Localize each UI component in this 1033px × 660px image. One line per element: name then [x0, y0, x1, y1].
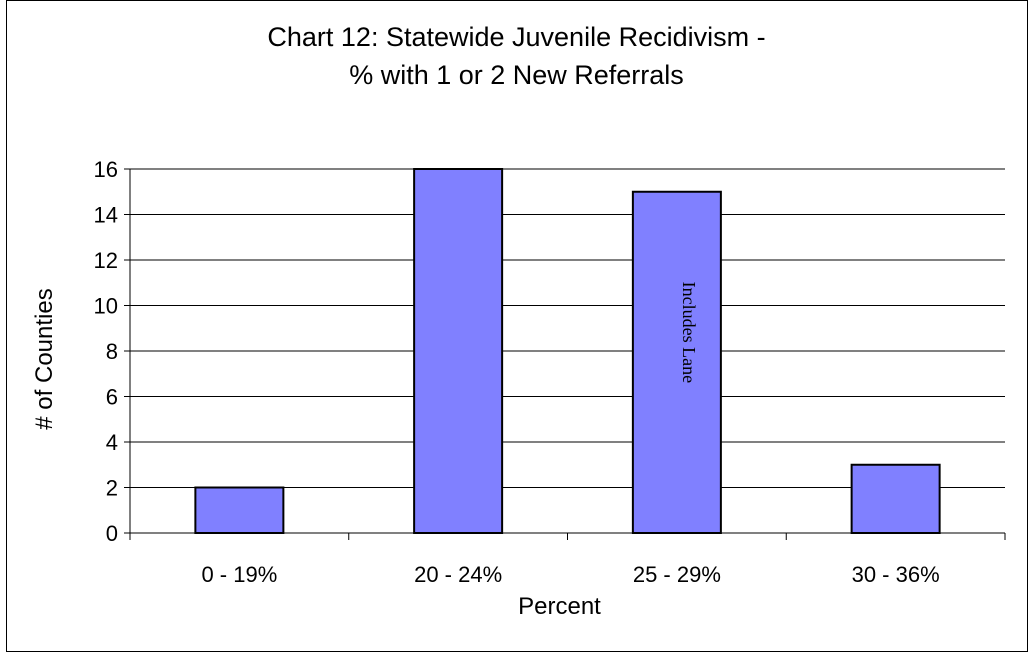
bars — [194, 168, 941, 534]
y-tick-label: 10 — [94, 294, 118, 319]
chart-title-line2: % with 1 or 2 New Referrals — [349, 60, 684, 90]
x-tick-label: 20 - 24% — [414, 562, 502, 587]
axes — [124, 168, 1006, 540]
y-tick-label: 4 — [106, 430, 118, 455]
bar-3 — [631, 190, 722, 534]
chart-frame — [6, 0, 1028, 652]
bar-annotation: Includes Lane — [679, 282, 699, 383]
x-tick-label: 25 - 29% — [633, 562, 721, 587]
bar-1 — [194, 486, 285, 534]
y-tick-label: 14 — [94, 203, 118, 228]
y-tick-label: 12 — [94, 248, 118, 273]
y-axis-label: # of Counties — [31, 288, 58, 429]
x-tick-label: 30 - 36% — [852, 562, 940, 587]
chart-title: Chart 12: Statewide Juvenile Recidivism … — [0, 18, 1033, 94]
y-tick-labels: 0 2 4 6 8 10 12 14 16 — [94, 157, 118, 546]
y-tick-label: 2 — [106, 476, 118, 501]
gridlines — [130, 168, 1005, 488]
bar-4 — [850, 463, 941, 534]
x-axis-label: Percent — [518, 593, 601, 620]
y-tick-label: 16 — [94, 157, 118, 182]
y-tick-label: 6 — [106, 385, 118, 410]
bar-2 — [413, 168, 504, 534]
x-tick-label: 0 - 19% — [201, 562, 277, 587]
y-tick-label: 0 — [106, 521, 118, 546]
chart-title-line1: Chart 12: Statewide Juvenile Recidivism … — [267, 22, 766, 52]
x-tick-labels: 0 - 19% 20 - 24% 25 - 29% 30 - 36% — [201, 562, 939, 587]
annotations: Includes Lane — [679, 282, 699, 383]
y-tick-label: 8 — [106, 339, 118, 364]
